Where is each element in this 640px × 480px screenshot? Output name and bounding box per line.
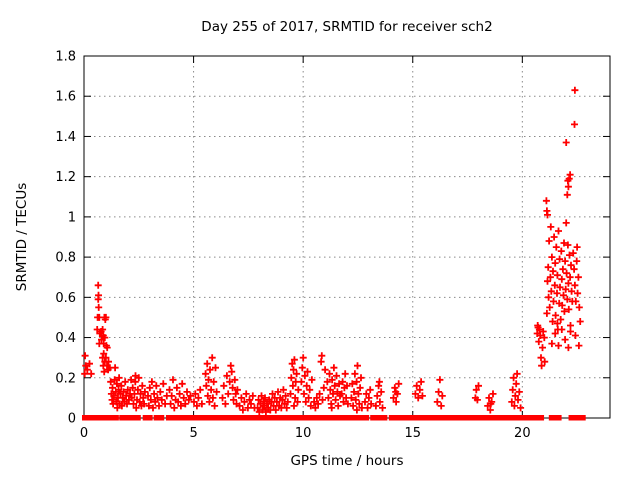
zero-band-segment — [332, 415, 357, 421]
zero-band-segment — [224, 415, 241, 421]
zero-band-segment — [370, 415, 377, 421]
zero-band-segment — [568, 415, 586, 421]
zero-line-band — [82, 415, 586, 421]
zero-band-segment — [306, 415, 319, 421]
y-tick-label: 0.2 — [55, 371, 76, 386]
zero-band-segment — [250, 415, 264, 421]
y-tick-labels: 0 0.2 0.4 0.6 0.8 1 1.2 1.4 1.6 1.8 — [55, 50, 76, 427]
x-tick-label: 15 — [404, 426, 421, 441]
zero-band-segment — [354, 415, 363, 421]
y-tick-label: 1 — [68, 210, 76, 225]
zero-band-segment — [262, 415, 297, 421]
zero-band-segment — [373, 415, 388, 421]
plot-border — [83, 55, 611, 419]
zero-band-segment — [165, 415, 203, 421]
zero-band-segment — [525, 415, 545, 421]
y-tick-label: 0 — [68, 412, 76, 427]
zero-band-segment — [238, 415, 246, 421]
zero-band-segment — [491, 415, 519, 421]
y-tick-label: 0.8 — [55, 251, 76, 266]
x-tick-label: 5 — [189, 426, 197, 441]
zero-band-segment — [316, 415, 334, 421]
data-points — [81, 86, 584, 416]
y-tick-label: 1.4 — [55, 130, 76, 145]
y-tick-label: 1.8 — [55, 50, 76, 65]
zero-band-segment — [548, 415, 562, 421]
zero-band-segment — [142, 415, 153, 421]
y-tick-label: 1.2 — [55, 170, 76, 185]
zero-band-segment — [388, 415, 424, 421]
zero-band-segment — [104, 415, 112, 421]
scatter-plus-markers — [81, 86, 584, 416]
zero-band-segment — [119, 415, 141, 421]
x-tick-label: 0 — [80, 426, 88, 441]
zero-band-segment — [218, 415, 225, 421]
gridlines — [84, 56, 610, 418]
zero-band-segment — [518, 415, 528, 421]
chart-title: Day 255 of 2017, SRMTID for receiver sch… — [201, 19, 492, 35]
zero-band-segment — [295, 415, 308, 421]
zero-band-segment — [421, 415, 493, 421]
y-axis-label: SRMTID / TECUs — [14, 183, 30, 291]
zero-band-segment — [208, 415, 220, 421]
zero-band-segment — [153, 415, 165, 421]
y-tick-label: 0.4 — [55, 331, 76, 346]
x-tick-label: 10 — [295, 426, 312, 441]
zero-band-segment — [82, 415, 100, 421]
zero-band-segment — [361, 415, 370, 421]
zero-band-segment — [244, 415, 252, 421]
zero-band-segment — [111, 415, 119, 421]
y-tick-label: 1.6 — [55, 90, 76, 105]
x-axis-label: GPS time / hours — [290, 453, 403, 469]
y-tick-label: 0.6 — [55, 291, 76, 306]
zero-band-segment — [201, 415, 210, 421]
x-tick-labels: 0 5 10 15 20 — [80, 426, 531, 441]
x-tick-label: 20 — [514, 426, 531, 441]
zero-band-segment — [97, 415, 106, 421]
